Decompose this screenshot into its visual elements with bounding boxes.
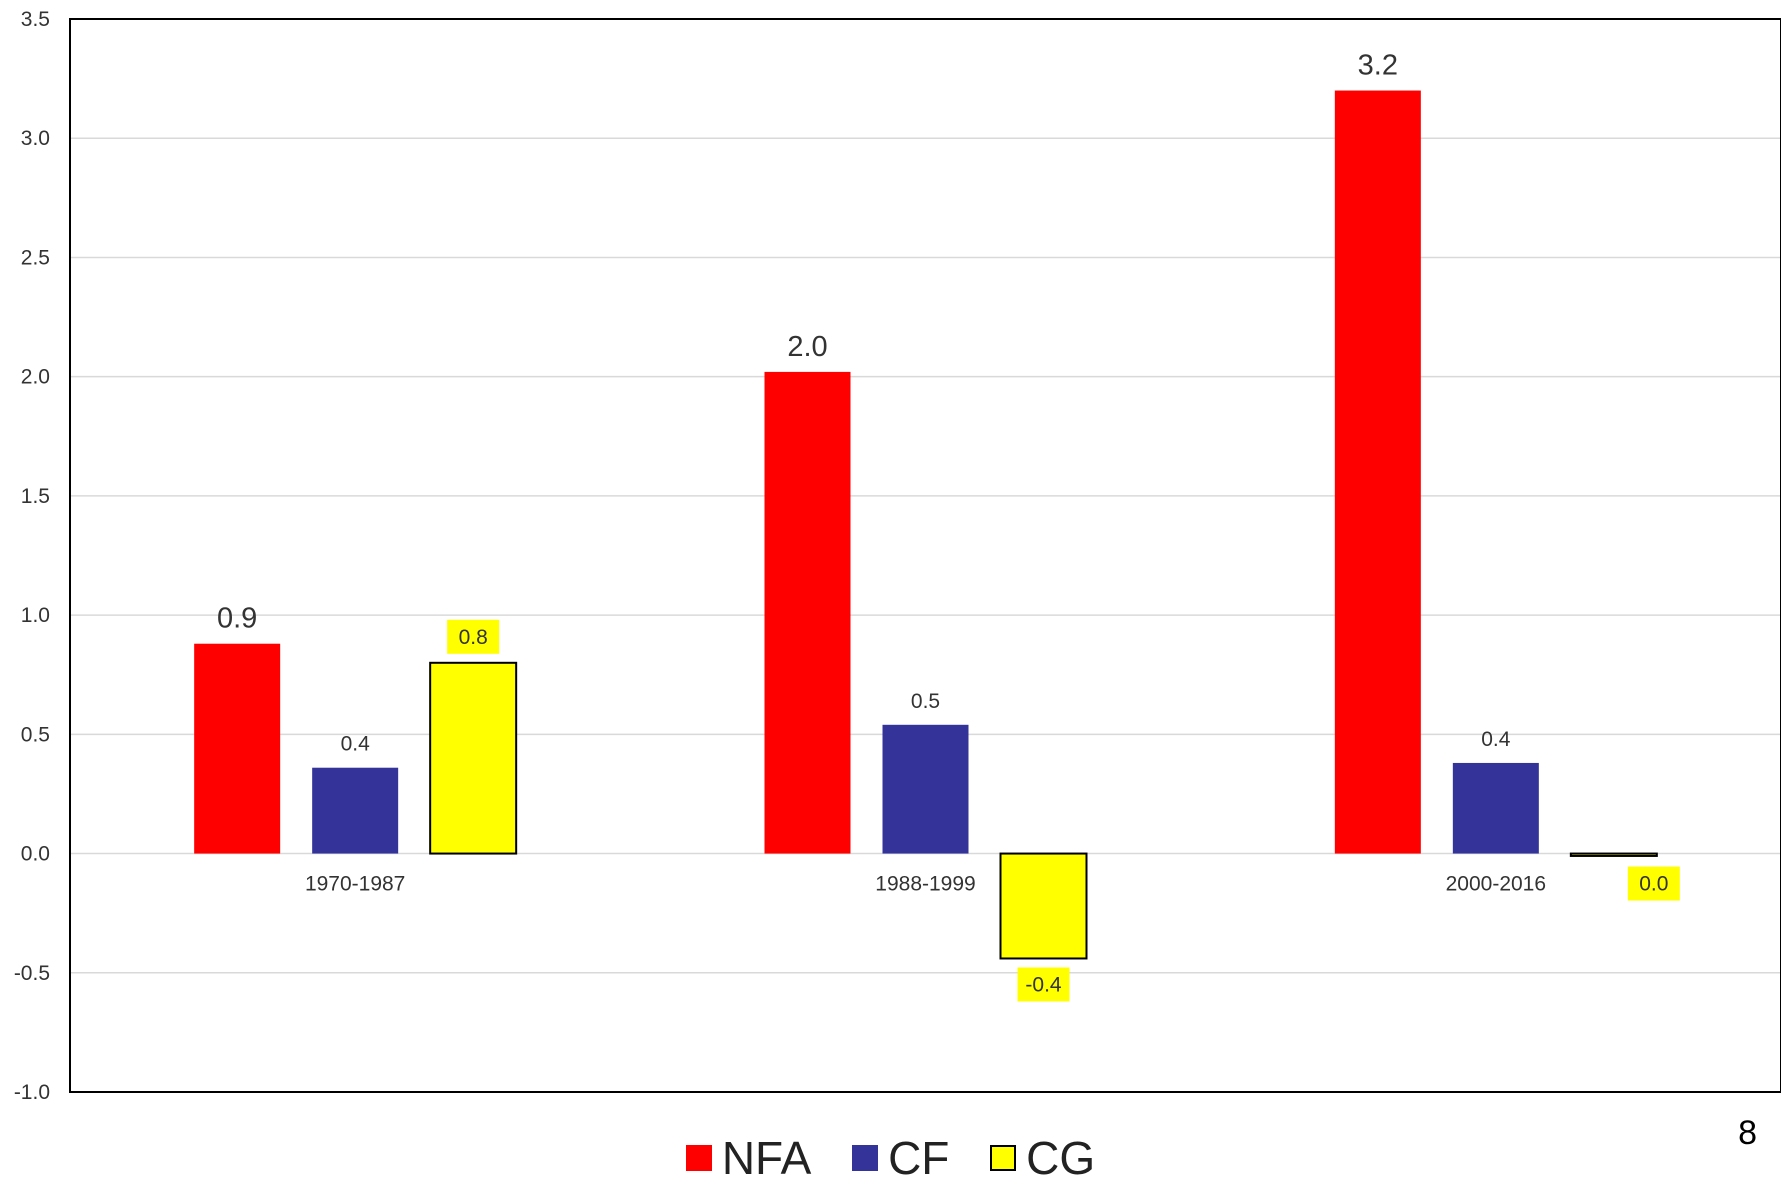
data-label: 0.0 [1639,873,1668,896]
axes: -1.0 -0.5 0.0 0.5 1.0 1.5 2.0 2.5 3.0 3.5 1970-198… [14,8,1781,1104]
legend-label-nfa: NFA [721,1132,812,1184]
data-label: 2.0 [787,331,827,363]
bar-cg [429,661,518,855]
plot-frame [69,18,1781,1093]
data-label: 0.8 [459,626,488,649]
data-label: 0.4 [1481,728,1511,751]
legend-swatch-cg [990,1145,1017,1171]
legend-label-cf: CF [888,1132,950,1184]
page-number: 8 [1738,1114,1757,1152]
y-tick-label: 3.5 [21,8,50,31]
y-tick-label: -0.5 [14,962,50,985]
legend-swatch-nfa [685,1145,712,1171]
bar-nfa [764,371,851,854]
legend-swatch-cf [852,1145,879,1171]
data-label-box [1627,866,1680,901]
data-label: -0.4 [1025,973,1062,996]
legend-label-cg: CG [1026,1132,1096,1184]
bar-nfa [194,643,281,854]
x-tick-label: 1970-1987 [305,873,405,896]
y-tick-label: 2.5 [21,246,50,269]
bar-nfa [1334,90,1421,854]
bar-cf [1452,762,1539,854]
legend-item-cg: CG [990,1131,1095,1185]
legend: NFA CF CG [0,1128,1781,1185]
bar-cf [312,767,399,854]
data-label-box [1017,967,1070,1002]
y-tick-label: 3.0 [21,127,50,150]
y-tick-label: 1.0 [21,604,50,627]
x-tick-label: 2000-2016 [1446,873,1546,896]
legend-item-nfa: NFA [685,1131,812,1185]
data-label: 0.9 [217,603,257,635]
y-tick-label: 1.5 [21,485,50,508]
y-tick-label: -1.0 [14,1081,50,1104]
bar-cf [882,724,969,854]
data-labels: 0.9 0.4 0.8 2.0 0.5 -0.4 3.2 0.4 0.0 [217,50,1680,1002]
bar-cg [999,852,1088,960]
data-label: 0.5 [911,690,940,713]
data-label: 0.4 [341,733,371,756]
bars [194,90,1658,960]
y-tick-label: 0.0 [21,843,50,866]
y-tick-label: 0.5 [21,723,50,746]
legend-item-cf: CF [852,1131,949,1185]
data-label: 3.2 [1358,50,1398,82]
x-tick-label: 1988-1999 [875,873,975,896]
bar-cg [1569,852,1658,857]
y-tick-label: 2.0 [21,366,50,389]
data-label-box [447,619,500,654]
